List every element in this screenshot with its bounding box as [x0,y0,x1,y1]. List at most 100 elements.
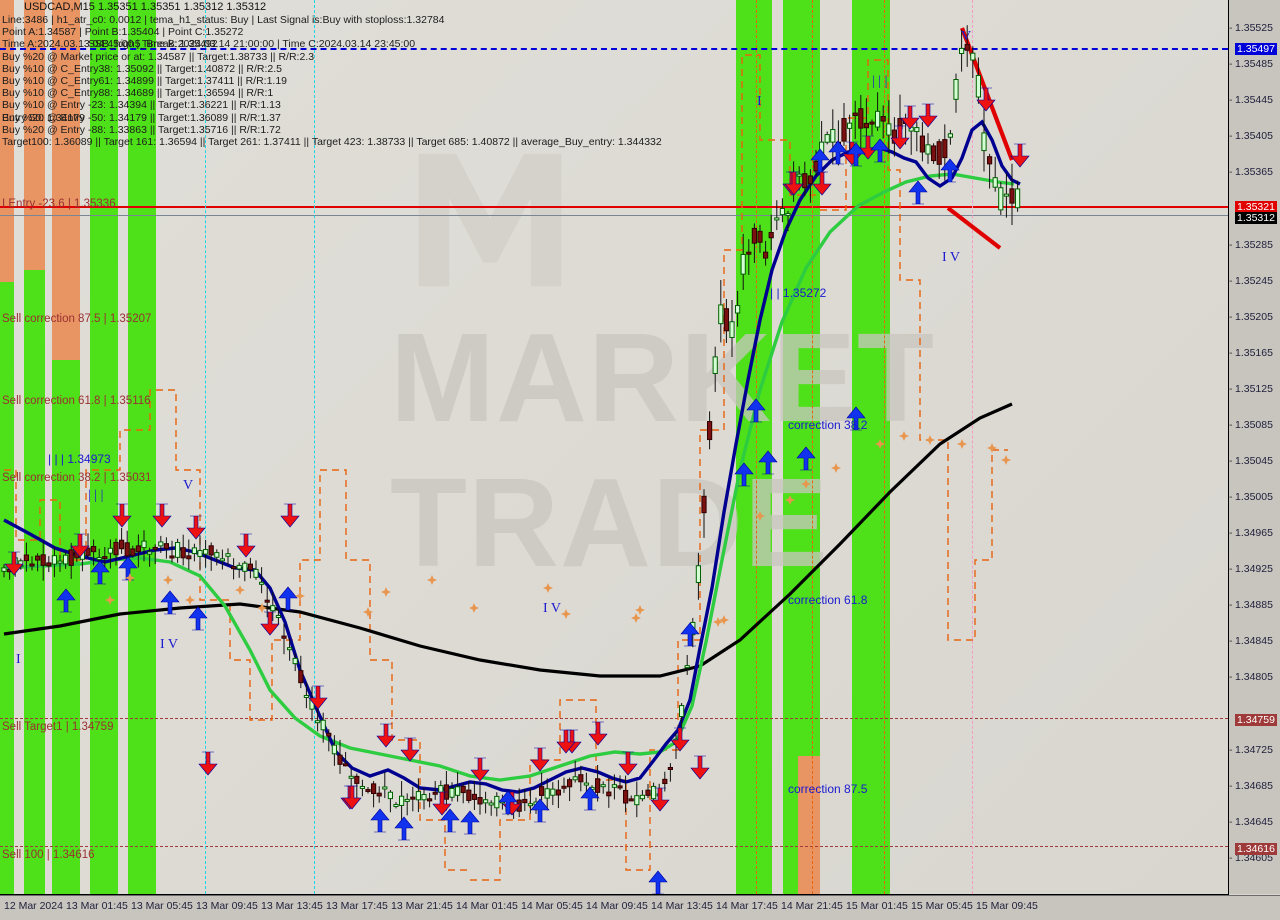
sell-arrow-down [976,87,996,112]
candle [432,780,438,800]
price-marker-blue: 1.35497 [1235,43,1277,55]
buy-arrow-up [648,870,668,894]
candle [135,534,142,568]
candle [147,547,153,567]
level-label-1: Sell correction 87.5 | 1.35207 [2,313,152,325]
info-line-5: Buy %10 @ C_Entry38: 1.35092 || Target:1… [2,62,282,75]
candle [376,786,382,803]
candle [925,133,931,164]
candle [891,117,897,157]
candle [595,764,601,802]
pivot-star-marker [987,443,997,453]
price-tick-7: -1.35205 [1229,311,1273,323]
price-marker-darkred: 1.34759 [1235,714,1277,726]
time-axis[interactable]: 12 Mar 2024 13 Mar 01:45 13 Mar 05:45 13 Ma… [0,895,1280,920]
candle [410,786,416,812]
price-tick-6: -1.35245 [1229,275,1273,287]
level-label-3: Sell correction 38.2 | 1.35031 [2,472,152,484]
level-line-4 [0,846,1228,847]
candle [119,527,125,554]
sell-arrow-down [376,723,396,748]
candle [981,108,987,172]
time-tick-15: 15 Mar 09:45 [976,900,1038,912]
price-tick-1: -1.35485 [1229,58,1273,70]
buy-arrow-up [278,586,298,611]
candle [387,790,393,813]
candle [987,153,993,189]
candle [1009,163,1015,225]
price-tick-21: -1.34605 [1229,852,1273,864]
candle [606,777,612,808]
price-tick-15: -1.34885 [1229,599,1273,611]
candle [774,200,780,231]
session-band-green-8 [736,0,772,894]
candle [539,772,545,801]
pivot-star-marker [957,439,967,449]
time-tick-2: 13 Mar 05:45 [131,900,193,912]
time-tick-1: 13 Mar 01:45 [66,900,128,912]
time-axis-divider [0,895,1280,896]
time-tick-13: 15 Mar 01:45 [846,900,908,912]
candle [667,763,673,782]
sell-arrow-down [198,751,218,776]
sell-arrow-down [670,727,690,752]
candle [236,562,242,578]
candle [936,138,942,179]
session-band-green-1 [0,282,14,894]
sell-arrow-down [588,721,608,746]
candle [51,547,57,578]
candle [572,760,578,783]
level-label-4: Sell Target1 | 1.34759 [2,721,114,733]
candle [600,781,606,794]
candle [186,539,192,570]
sell-arrow-down [4,551,24,576]
time-tick-5: 13 Mar 17:45 [326,900,388,912]
session-band-orange-0 [0,0,14,282]
candle [29,556,35,571]
info-line-7: Buy %10 @ C_Entry88: 1.34689 || Target:1… [2,87,274,100]
candle [399,781,405,821]
price-marker-darkred: 1.34616 [1235,843,1277,855]
sell-arrow-down [784,171,804,196]
wave-marker-5: I [757,94,762,109]
price-tick-8: -1.35165 [1229,347,1273,359]
level-label-2: Sell correction 61.8 | 1.35116 [2,395,151,407]
time-abc-text: Time A:2024.03.13 04:45:00 | Time B:2024… [2,38,416,51]
candle [779,198,785,223]
candle [611,774,617,800]
candle [701,489,707,538]
candle [471,780,477,811]
time-tick-7: 14 Mar 01:45 [456,900,518,912]
candle [914,121,920,152]
session-band-green-7 [128,0,156,894]
candle [931,143,937,164]
candle [203,539,209,568]
price-axis[interactable]: -1.35525 -1.35485 -1.35445 -1.35405 -1.35365… [1229,0,1280,894]
candle [130,545,136,558]
sell-arrow-down [470,757,490,782]
price-tick-2: -1.35445 [1229,94,1273,106]
candle [242,561,248,582]
candlesticks [1,25,1021,821]
candle [175,538,181,563]
candle [23,542,29,572]
candle [919,122,925,162]
vertical-line-orange-3 [756,0,757,894]
candle [57,554,63,572]
price-chart-canvas[interactable]: MARKET TRADE [0,0,1229,895]
price-tick-5: -1.35285 [1229,239,1273,251]
candle [567,777,573,802]
candle [751,223,757,263]
candle [684,654,690,675]
wave-marker-8: I V [942,250,961,265]
pivot-star-marker [785,495,795,505]
candle [578,765,584,792]
wave-marker-4: I V [543,601,562,616]
candle [628,795,634,802]
buy-arrow-up [56,588,76,613]
candle [802,161,808,197]
candle [729,300,735,357]
candle [270,592,276,621]
candle [315,705,321,732]
